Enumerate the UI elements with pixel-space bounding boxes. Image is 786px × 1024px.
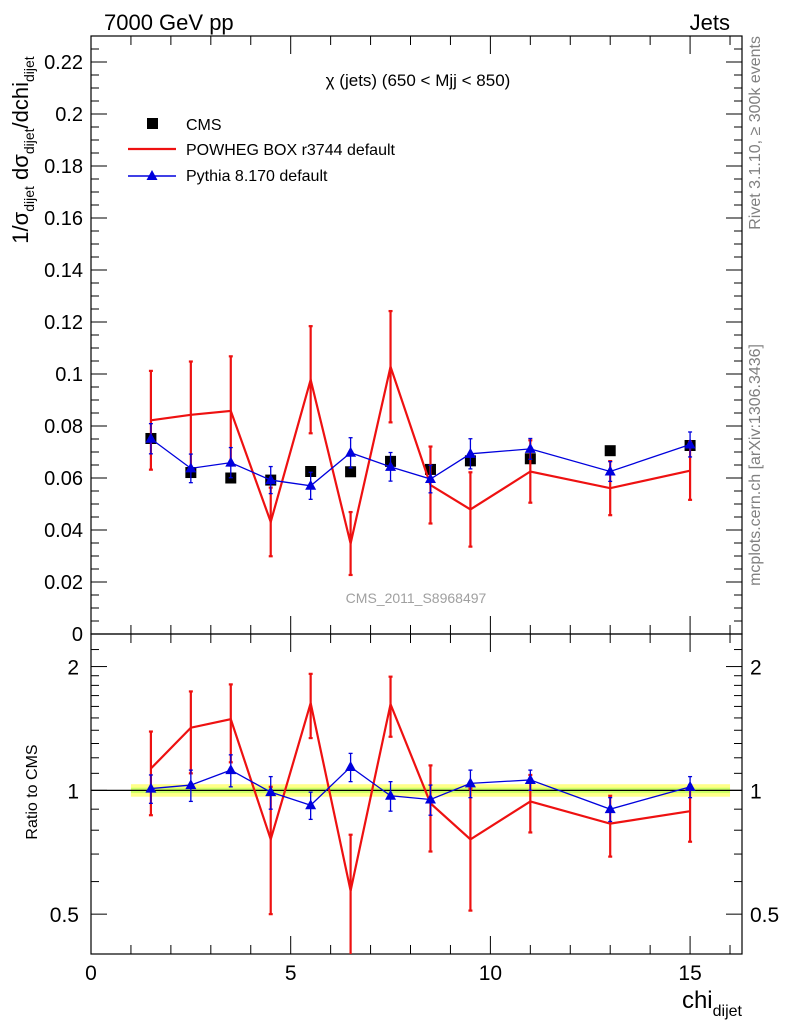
- ratio-pythia-marker: [604, 803, 616, 814]
- ratio-y-axis-label: Ratio to CMS: [24, 744, 41, 839]
- main-y-tick-label: 0.08: [44, 416, 83, 438]
- main-y-tick-label: 0.2: [55, 104, 83, 126]
- ratio-pythia-marker: [305, 799, 317, 810]
- ratio-pythia-marker: [225, 764, 237, 775]
- pythia-marker: [265, 474, 277, 485]
- ratio-pythia-marker: [185, 779, 197, 790]
- x-tick-label: 0: [85, 962, 97, 985]
- x-axis-label: chidijet: [682, 987, 743, 1020]
- powheg-line: [150, 362, 691, 544]
- pythia-marker: [225, 456, 237, 467]
- ratio-series-group: [145, 672, 696, 954]
- cms-data-point: [345, 466, 357, 478]
- ratio-pythia-marker: [684, 780, 696, 791]
- x-tick-label: 10: [479, 962, 502, 985]
- main-y-tick-label: 0.16: [44, 208, 83, 230]
- ratio-pythia-marker: [145, 782, 157, 793]
- ratio-y-tick-label: 0.5: [50, 904, 79, 927]
- ratio-powheg-line: [150, 700, 691, 891]
- watermark: CMS_2011_S8968497: [346, 590, 487, 606]
- ratio-y-tick-label-right: 2: [750, 657, 762, 680]
- main-y-tick-label: 0: [72, 624, 83, 646]
- ratio-pythia-marker: [524, 773, 536, 784]
- ratio-y-tick-label-right: 0.5: [750, 904, 779, 927]
- ratio-pythia-marker: [424, 793, 436, 804]
- main-y-tick-label: 0.06: [44, 468, 83, 490]
- cms-data-point: [305, 466, 317, 477]
- mcplots-label: mcplots.cern.ch [arXiv:1306.3436]: [747, 344, 764, 586]
- pythia-marker: [424, 473, 436, 484]
- main-y-tick-label: 0.14: [44, 260, 83, 282]
- pythia-marker: [684, 438, 696, 449]
- header-right: Jets: [690, 10, 730, 35]
- ratio-pythia-line: [150, 766, 691, 810]
- legend-powheg-label: POWHEG BOX r3744 default: [186, 142, 396, 159]
- x-tick-label: 15: [678, 962, 701, 985]
- pythia-marker: [145, 432, 157, 443]
- ratio-pythia-marker: [265, 786, 277, 797]
- rivet-label: Rivet 3.1.10, ≥ 300k events: [747, 36, 764, 230]
- pythia-marker: [305, 479, 317, 490]
- legend-pythia-label: Pythia 8.170 default: [186, 168, 328, 185]
- ratio-series: [145, 672, 696, 954]
- ratio-y-tick-label: 2: [67, 657, 79, 680]
- x-tick-label: 5: [285, 962, 297, 985]
- legend: CMS POWHEG BOX r3744 default Pythia 8.17…: [128, 117, 396, 185]
- ratio-pythia-marker: [464, 777, 476, 788]
- main-y-tick-label: 0.1: [55, 364, 83, 386]
- pythia-marker: [464, 447, 476, 458]
- main-series: [145, 309, 696, 577]
- main-y-tick-label: 0.22: [44, 52, 83, 74]
- pythia-marker: [345, 446, 357, 457]
- pythia-marker: [604, 465, 616, 476]
- pythia-marker: [385, 460, 397, 471]
- main-y-tick-label: 0.12: [44, 312, 83, 334]
- ratio-y-tick-label: 1: [67, 780, 79, 803]
- main-y-tick-label: 0.18: [44, 156, 83, 178]
- legend-cms-marker: [147, 118, 158, 129]
- legend-pythia-marker: [146, 170, 158, 180]
- ratio-pythia-marker: [345, 760, 357, 771]
- header-left: 7000 GeV pp: [104, 10, 234, 35]
- main-title: χ (jets) (650 < Mjj < 850): [326, 71, 511, 90]
- ratio-pythia-marker: [385, 789, 397, 800]
- ratio-plot-frame: [90, 633, 743, 955]
- legend-cms-label: CMS: [186, 117, 222, 134]
- main-y-tick-label: 0.02: [44, 572, 83, 594]
- cms-data-point: [604, 445, 616, 457]
- ratio-y-tick-label-right: 1: [750, 780, 762, 803]
- main-y-axis-label: 1/σdijet dσdijet/dchidijet: [8, 56, 37, 244]
- main-axes: 0 0.02 0.04 0.06 0.08 0.1 0.12 0.14 0.16 0.18 0.2 0…: [44, 35, 742, 646]
- main-y-tick-label: 0.04: [44, 520, 83, 542]
- pythia-marker: [524, 442, 536, 453]
- ratio-axes: 0.5 0.5 1 1 2 2 0 5 10 15: [50, 634, 779, 985]
- pythia-line: [150, 438, 691, 487]
- pythia-marker: [185, 462, 197, 473]
